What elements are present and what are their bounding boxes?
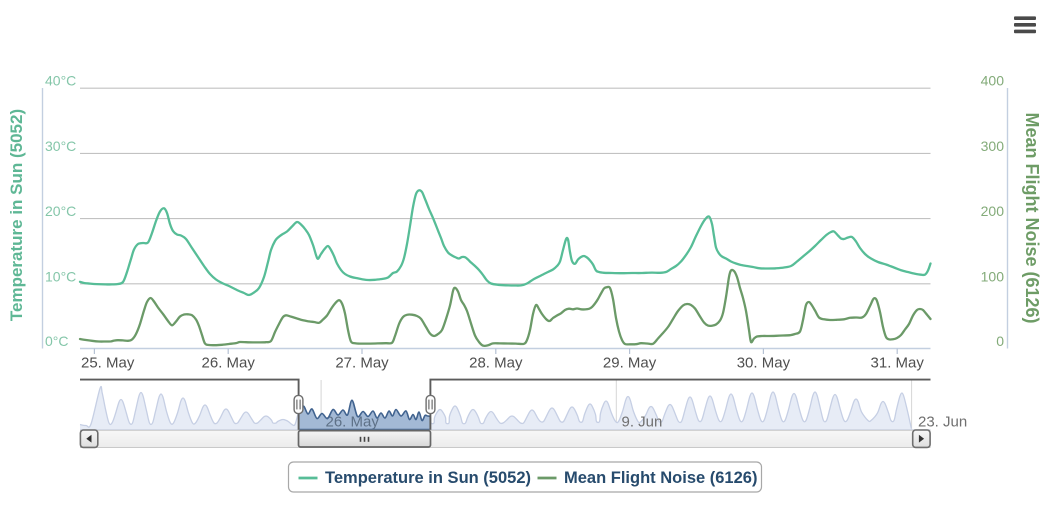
svg-text:Temperature in Sun (5052): Temperature in Sun (5052): [7, 109, 26, 321]
svg-text:Mean Flight Noise (6126): Mean Flight Noise (6126): [564, 469, 757, 487]
svg-text:23. Jun: 23. Jun: [918, 414, 967, 431]
svg-text:400: 400: [981, 73, 1005, 89]
svg-text:26. May: 26. May: [202, 355, 256, 372]
svg-text:29. May: 29. May: [603, 355, 657, 372]
svg-text:9. Jun: 9. Jun: [622, 414, 663, 431]
svg-text:28. May: 28. May: [469, 355, 523, 372]
svg-text:20°C: 20°C: [45, 203, 76, 219]
svg-text:0: 0: [996, 333, 1004, 349]
svg-text:10°C: 10°C: [45, 268, 76, 284]
svg-text:26. May: 26. May: [326, 414, 380, 431]
svg-text:200: 200: [981, 203, 1005, 219]
svg-text:Temperature in Sun (5052): Temperature in Sun (5052): [325, 469, 531, 487]
svg-text:31. May: 31. May: [871, 355, 925, 372]
svg-text:300: 300: [981, 138, 1005, 154]
svg-text:25. May: 25. May: [81, 355, 135, 372]
svg-text:Mean Flight Noise (6126): Mean Flight Noise (6126): [1022, 112, 1042, 323]
svg-text:27. May: 27. May: [335, 355, 389, 372]
svg-text:30°C: 30°C: [45, 138, 76, 154]
svg-text:30. May: 30. May: [737, 355, 791, 372]
svg-text:40°C: 40°C: [45, 73, 76, 89]
svg-text:100: 100: [981, 268, 1005, 284]
svg-text:0°C: 0°C: [45, 333, 69, 349]
